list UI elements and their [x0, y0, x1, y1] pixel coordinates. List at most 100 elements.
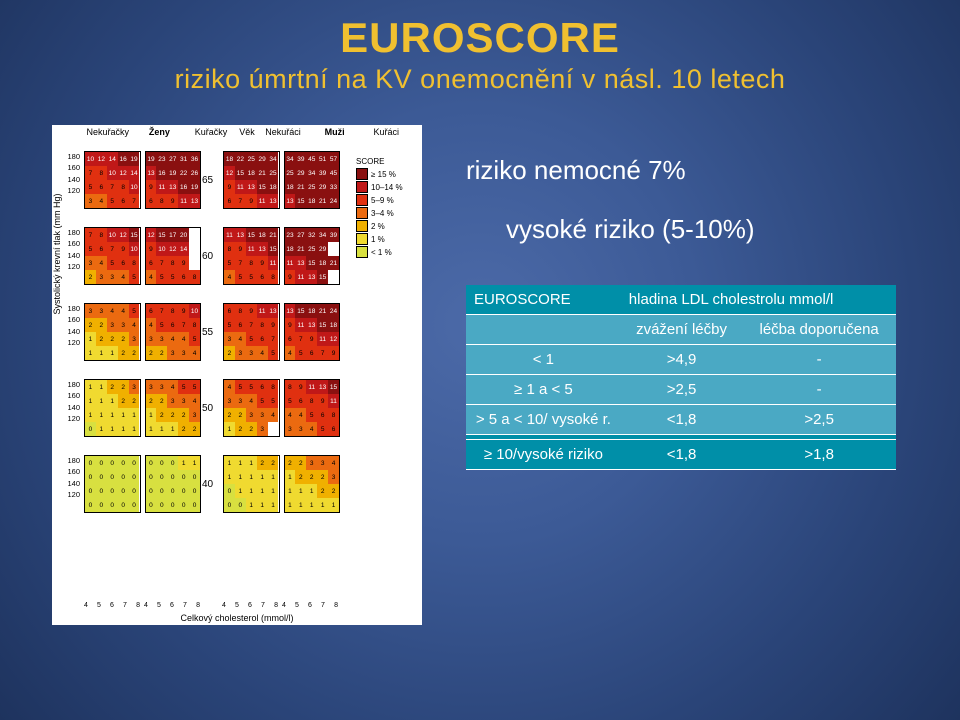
chart-col-headers: Nekuřačky Ženy Kuřačky Věk Nekuřáci Muži…: [82, 127, 412, 137]
table-row: < 1 >4,9 -: [466, 345, 896, 375]
risk-cell: 1: [85, 408, 96, 422]
risk-cell: 2: [257, 456, 268, 470]
risk-cell: 13: [285, 304, 296, 318]
risk-cell: 27: [167, 152, 178, 166]
risk-cell: 14: [107, 152, 118, 166]
risk-cell: 8: [224, 242, 235, 256]
age-block: 1801601401206510121416197810121456781034…: [84, 151, 344, 209]
risk-cell: 5: [246, 332, 257, 346]
risk-cell: 8: [167, 304, 178, 318]
legend-label: 5–9 %: [371, 196, 394, 205]
risk-grid: 10121416197810121456781034567: [84, 151, 141, 209]
title-block: EUROSCORE riziko úmrtní na KV onemocnění…: [0, 0, 960, 95]
risk-cell: 5: [107, 194, 118, 208]
risk-cell: 4: [178, 332, 189, 346]
risk-cell: 19: [129, 152, 140, 166]
bp-labels: 180160140120: [62, 227, 80, 272]
risk-cell: 8: [129, 256, 140, 270]
risk-cell: 0: [189, 484, 200, 498]
risk-cell: 3: [85, 194, 96, 208]
risk-cell: 13: [257, 242, 268, 256]
risk-cell: 9: [285, 318, 296, 332]
risk-cell: 34: [268, 152, 279, 166]
risk-cell: 4: [189, 394, 200, 408]
risk-cell: 13: [285, 194, 296, 208]
risk-cell: 3: [85, 256, 96, 270]
risk-cell: 18: [246, 166, 257, 180]
text-riziko-nemocne: riziko nemocné 7%: [466, 155, 920, 186]
table-row: ≥ 1 a < 5 >2,5 -: [466, 375, 896, 405]
risk-cell: 15: [246, 228, 257, 242]
risk-cell: 3: [246, 346, 257, 360]
legend-swatch: [356, 233, 368, 245]
risk-cell: 8: [268, 380, 279, 394]
risk-cell: 1: [107, 346, 118, 360]
legend-label: ≥ 15 %: [371, 170, 396, 179]
risk-cell: 6: [146, 304, 157, 318]
risk-cell: 18: [285, 180, 296, 194]
risk-cell: [328, 270, 339, 284]
risk-grid: 11122111110111100111: [223, 455, 280, 513]
risk-cell: 7: [85, 166, 96, 180]
risk-cell: 0: [107, 498, 118, 512]
risk-cell: 11: [285, 256, 296, 270]
risk-cell: 10: [189, 304, 200, 318]
risk-cell: 6: [235, 318, 246, 332]
risk-cell: 11: [178, 194, 189, 208]
risk-cell: 2: [178, 408, 189, 422]
legend-swatch: [356, 220, 368, 232]
risk-cell: 29: [317, 242, 328, 256]
risk-cell: 0: [178, 484, 189, 498]
right-column: riziko nemocné 7% vysoké riziko (5-10%) …: [422, 125, 960, 470]
risk-cell: 34: [285, 152, 296, 166]
risk-cell: 21: [295, 180, 306, 194]
risk-cell: 0: [129, 470, 140, 484]
risk-cell: 7: [246, 318, 257, 332]
risk-cell: 5: [85, 180, 96, 194]
risk-cell: 1: [118, 422, 129, 436]
risk-cell: 0: [85, 484, 96, 498]
risk-grid: 192327313613161922269111316196891113: [145, 151, 202, 209]
risk-cell: [328, 242, 339, 256]
risk-cell: 2: [146, 346, 157, 360]
legend-swatch: [356, 181, 368, 193]
risk-grid: 00011000000000000000: [145, 455, 202, 513]
risk-cell: 1: [96, 408, 107, 422]
risk-cell: 15: [328, 380, 339, 394]
risk-cell: 2: [328, 484, 339, 498]
risk-cell: 1: [107, 394, 118, 408]
risk-cell: 5: [167, 270, 178, 284]
risk-cell: 9: [328, 346, 339, 360]
risk-cell: 8: [235, 304, 246, 318]
risk-cell: 4: [224, 270, 235, 284]
risk-cell: 6: [224, 194, 235, 208]
risk-cell: 11: [156, 180, 167, 194]
risk-cell: 13: [268, 304, 279, 318]
risk-cell: 12: [118, 228, 129, 242]
risk-grid: 3439455157252934394518212529331315182124: [284, 151, 341, 209]
risk-cell: 15: [129, 228, 140, 242]
risk-cell: 4: [107, 304, 118, 318]
xticks-group: 45678: [84, 602, 140, 609]
risk-cell: 5: [306, 408, 317, 422]
legend-row: 1 %: [356, 233, 416, 245]
risk-cell: 11: [295, 270, 306, 284]
risk-cell: 7: [235, 256, 246, 270]
risk-cell: 2: [156, 394, 167, 408]
risk-cell: 2: [285, 456, 296, 470]
risk-cell: 0: [118, 484, 129, 498]
th-lecba: léčba doporučena: [742, 315, 896, 345]
risk-cell: 0: [118, 498, 129, 512]
risk-cell: 9: [295, 380, 306, 394]
risk-grid: 182225293412151821259111315186791113: [223, 151, 280, 209]
risk-cell: 22: [235, 152, 246, 166]
risk-grid: 6891113567893456723345: [223, 303, 280, 361]
title-sub: riziko úmrtní na KV onemocnění v násl. 1…: [0, 64, 960, 95]
risk-grid: 11131518218911131557891145568: [223, 227, 280, 285]
risk-cell: 7: [156, 256, 167, 270]
risk-cell: 39: [317, 166, 328, 180]
th-hladina: hladina LDL cholestrolu mmol/l: [621, 285, 896, 315]
hdr-zeny: Ženy: [134, 127, 186, 137]
risk-cell: 25: [285, 166, 296, 180]
risk-cell: 3: [96, 270, 107, 284]
